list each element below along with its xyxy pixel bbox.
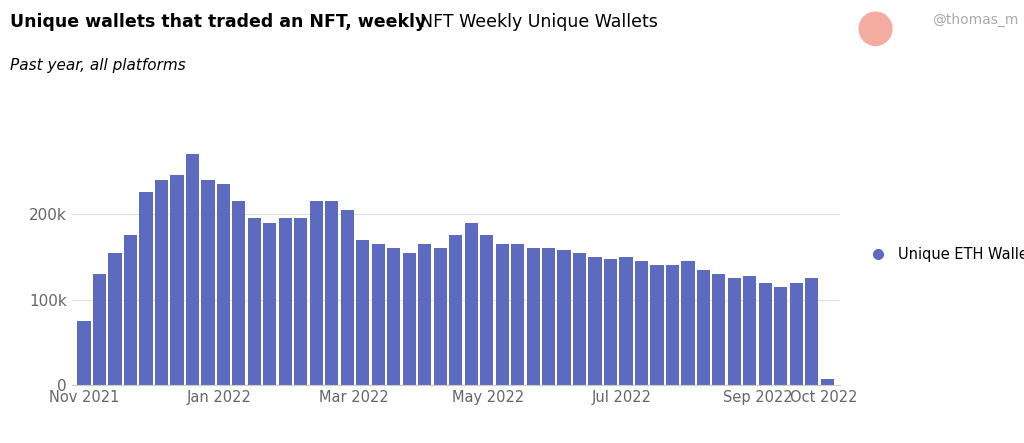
Bar bbox=[650, 265, 664, 385]
Bar bbox=[511, 244, 524, 385]
Legend: Unique ETH Wallets: Unique ETH Wallets bbox=[857, 241, 1024, 268]
Bar bbox=[450, 235, 462, 385]
Bar bbox=[820, 379, 834, 385]
Bar bbox=[202, 179, 214, 385]
Bar bbox=[743, 276, 757, 385]
Bar bbox=[341, 210, 354, 385]
Bar bbox=[155, 179, 168, 385]
Bar bbox=[263, 222, 276, 385]
Bar bbox=[573, 253, 586, 385]
Bar bbox=[232, 201, 246, 385]
Bar bbox=[713, 274, 725, 385]
Bar bbox=[526, 248, 540, 385]
Bar bbox=[326, 201, 338, 385]
Bar bbox=[294, 218, 307, 385]
Bar bbox=[93, 274, 106, 385]
Bar bbox=[480, 235, 494, 385]
Bar bbox=[186, 154, 199, 385]
Bar bbox=[635, 261, 648, 385]
Bar bbox=[217, 184, 230, 385]
Bar bbox=[433, 248, 446, 385]
Bar bbox=[542, 248, 555, 385]
Bar bbox=[681, 261, 694, 385]
Bar bbox=[805, 278, 818, 385]
Bar bbox=[279, 218, 292, 385]
Bar bbox=[496, 244, 509, 385]
Bar bbox=[728, 278, 741, 385]
Bar bbox=[557, 250, 570, 385]
Bar bbox=[309, 201, 323, 385]
Bar bbox=[418, 244, 431, 385]
Bar bbox=[620, 257, 633, 385]
Bar bbox=[697, 270, 710, 385]
Bar bbox=[774, 287, 787, 385]
Text: Past year, all platforms: Past year, all platforms bbox=[10, 58, 186, 73]
Text: @thomas_m: @thomas_m bbox=[933, 13, 1019, 27]
Bar bbox=[139, 193, 153, 385]
Text: NFT Weekly Unique Wallets: NFT Weekly Unique Wallets bbox=[420, 13, 657, 31]
Text: Unique wallets that traded an NFT, weekly: Unique wallets that traded an NFT, weekl… bbox=[10, 13, 427, 31]
Bar bbox=[604, 259, 617, 385]
Bar bbox=[790, 283, 803, 385]
Bar bbox=[666, 265, 679, 385]
Bar bbox=[170, 175, 183, 385]
Bar bbox=[109, 253, 122, 385]
Bar bbox=[387, 248, 400, 385]
Bar bbox=[356, 240, 370, 385]
Bar bbox=[372, 244, 385, 385]
Bar bbox=[248, 218, 261, 385]
Bar bbox=[589, 257, 602, 385]
Bar bbox=[465, 222, 478, 385]
Bar bbox=[124, 235, 137, 385]
Bar bbox=[78, 321, 91, 385]
Bar bbox=[402, 253, 416, 385]
Bar bbox=[759, 283, 772, 385]
